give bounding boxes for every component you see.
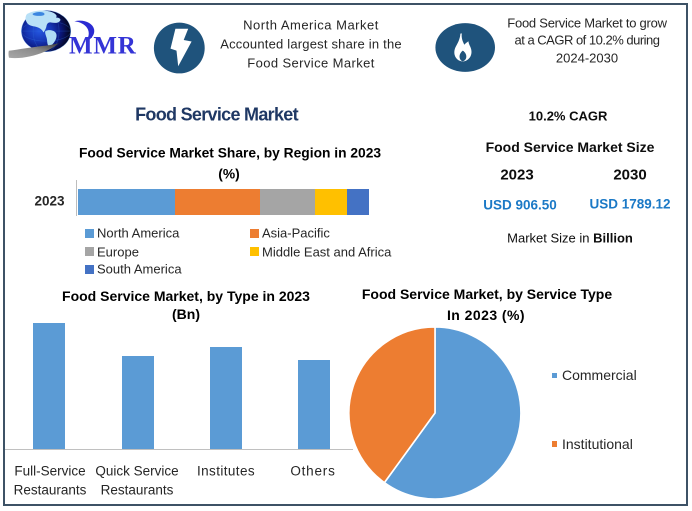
- svg-text:MMR: MMR: [69, 33, 137, 60]
